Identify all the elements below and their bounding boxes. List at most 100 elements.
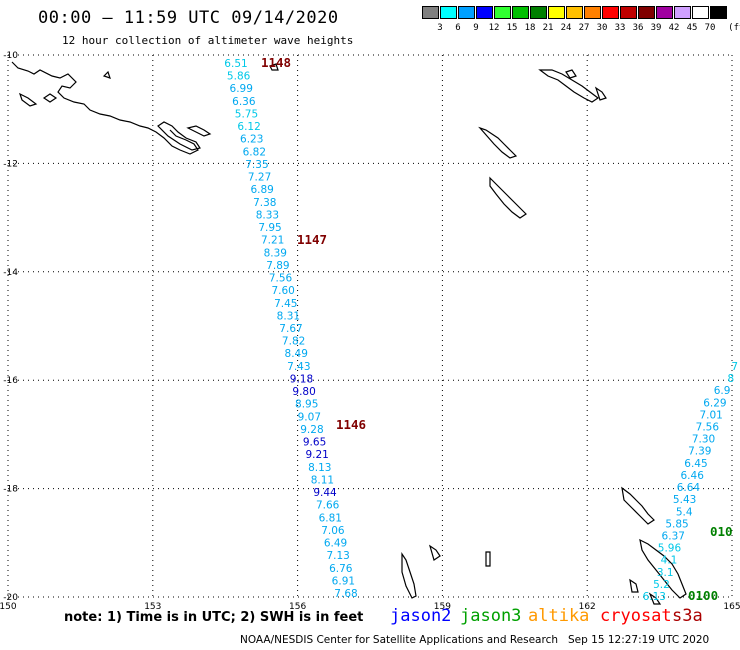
wave-height-value: 7 [731,361,738,373]
wave-height-value: 5.75 [235,108,258,120]
legend-swatch [620,6,637,19]
wave-height-value: 7.27 [248,172,271,184]
legend-label: 21 [542,23,554,33]
lon-tick-label: 150 [0,602,17,612]
wave-height-value: 6.99 [230,83,253,95]
wave-height-value: 6.29 [703,397,726,409]
coastline-island-5 [102,70,111,79]
wave-height-value: 9.28 [300,424,323,436]
wave-height-value: 6.51 [224,58,247,70]
wave-height-value: 6.64 [677,482,701,494]
lon-tick-label: 165 [723,602,740,612]
legend-swatch [638,6,655,19]
wave-height-value: 7.95 [258,222,281,234]
wave-height-value: 8.31 [277,310,300,322]
pass-time-label: 010 [710,524,733,539]
coastline-solomons-3 [594,86,607,101]
coastline-island-3 [157,121,201,151]
legend-label: 18 [524,23,536,33]
lat-tick-label: -10 [3,51,18,61]
wave-height-value: 6.37 [662,530,685,542]
legend-label: 33 [614,23,626,33]
wave-height-value: 6.23 [240,134,263,146]
wave-height-value: 5.85 [665,518,688,530]
wave-height-value: 5.4 [676,506,693,518]
satellite-label: jason2 [390,606,452,626]
coastline-island-4 [186,125,212,137]
coastline-new-caledonia-3 [485,551,491,567]
wave-height-value: 7.68 [334,588,357,600]
coastline-vanuatu-1 [621,486,655,525]
lon-tick-label: 162 [579,602,596,612]
wave-height-value: 5.2 [653,579,670,591]
legend-swatch [710,6,727,19]
coastline-new-caledonia-2 [428,544,441,561]
legend-label: 6 [455,23,461,33]
wave-height-value: 7.13 [326,550,349,562]
wave-height-value: 3.1 [657,567,674,579]
legend-label: 9 [473,23,479,33]
coastline-new-caledonia-1 [401,552,417,599]
coastline-vanuatu-3 [648,592,662,605]
lat-tick-label: -18 [3,485,18,495]
coastline-vanuatu-2 [639,538,687,599]
legend-label: 12 [488,23,500,33]
lat-tick-label: -20 [3,593,18,603]
map-subtitle: 12 hour collection of altimeter wave hei… [62,34,354,47]
legend-label: 70 [704,23,716,33]
coastline-island-1 [18,92,38,107]
wave-height-value: 9.80 [292,386,315,398]
wave-height-value: 7.89 [266,260,289,272]
legend-swatch [494,6,511,19]
wave-height-value: 7.67 [279,323,302,335]
wave-height-value: 6.81 [319,512,342,524]
coastline-island-6 [269,63,279,71]
wave-height-value: 7.56 [696,422,720,434]
lon-tick-label: 159 [434,602,451,612]
legend-label: 24 [560,23,572,33]
wave-height-value: 6.13 [643,591,666,603]
legend-swatch [602,6,619,19]
axis-tick-labels: 150 153 156 159 162 165 -10 -12 -14 -16 -18 -20 [0,51,740,612]
coastline-vanuatu-4 [629,578,639,593]
wave-height-value: 5.96 [658,543,682,555]
wave-height-value: 8.33 [256,209,279,221]
wave-height-value: 7.30 [692,434,715,446]
satellite-label: cryosat [600,606,672,626]
lat-tick-label: -14 [3,268,18,278]
map-grid [7,54,733,598]
wave-height-value: 6.36 [232,96,256,108]
legend-label: 36 [632,23,644,33]
wave-height-value: 6.89 [250,184,273,196]
satellite-label: s3a [672,606,703,626]
wave-height-value: 9.07 [298,411,321,423]
satellite-label: altika [528,606,590,626]
wave-height-value: 8.95 [295,399,318,411]
wave-height-value: 8 [728,373,735,385]
legend-swatch [656,6,673,19]
legend-swatch [584,6,601,19]
satellite-label: jason3 [460,606,522,626]
wave-height-value: 6.49 [324,538,347,550]
legend-unit: (ft) [728,23,740,33]
legend-swatch [458,6,475,19]
legend-label: 27 [578,23,590,33]
legend-label: 45 [686,23,698,33]
legend-label: 42 [668,23,680,33]
wave-height-value: 7.56 [269,273,293,285]
legend-swatch [692,6,709,19]
legend-label: 39 [650,23,662,33]
legend-swatch [440,6,457,19]
legend-swatch [566,6,583,19]
wave-height-value: 8.13 [308,462,331,474]
wave-height-value: 9.18 [290,373,313,385]
wave-height-value: 7.35 [245,159,268,171]
wave-height-value: 5.43 [673,494,696,506]
wave-height-value: 6.46 [681,470,705,482]
coastlines [11,61,687,605]
wave-height-value: 7.66 [316,500,340,512]
wave-height-value: 7.39 [688,446,711,458]
wave-height-value: 6.82 [243,146,266,158]
map-title: 00:00 – 11:59 UTC 09/14/2020 [38,8,339,28]
